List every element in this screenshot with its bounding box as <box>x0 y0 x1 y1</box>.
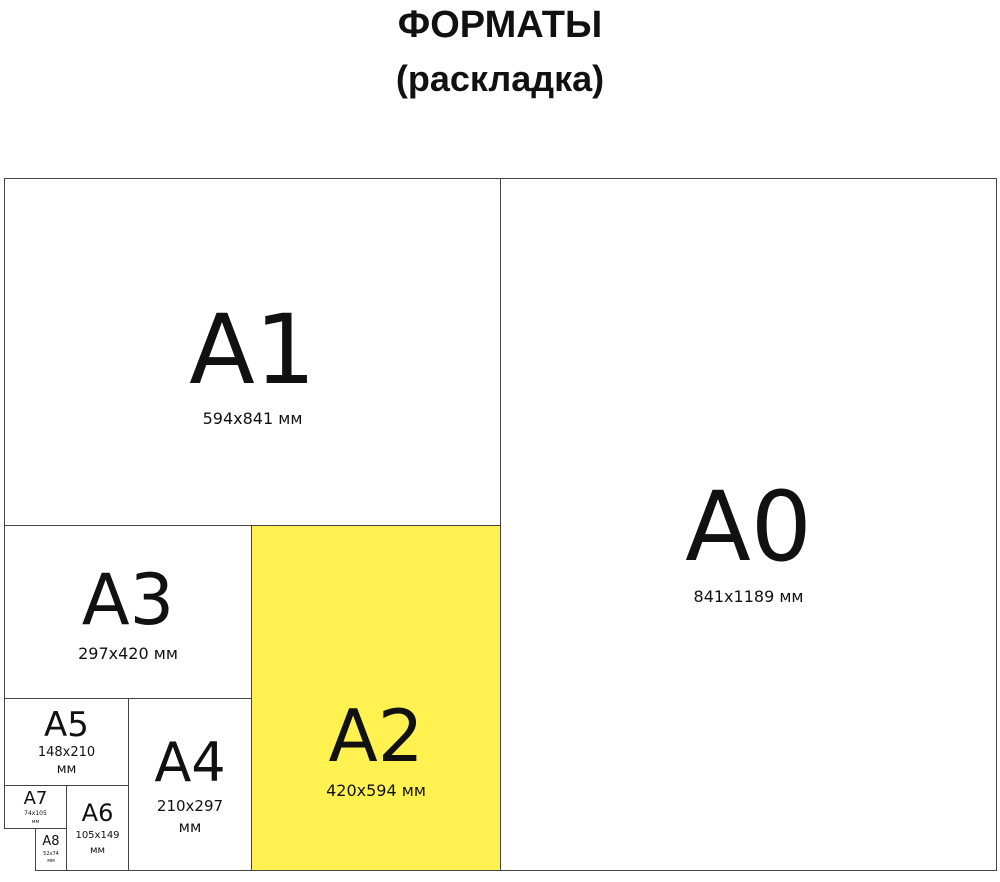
format-name: A5 <box>44 705 89 746</box>
format-a4: A4 210x297 мм <box>128 698 252 871</box>
format-name: A3 <box>81 559 175 642</box>
format-unit: мм <box>31 819 40 826</box>
format-a1: A1 594x841 мм <box>4 178 501 526</box>
format-name: A2 <box>328 694 424 779</box>
format-size: 210x297 <box>156 796 224 815</box>
format-a3: A3 297x420 мм <box>4 525 252 699</box>
format-name: A7 <box>23 788 48 810</box>
format-unit: мм <box>47 858 55 865</box>
format-size: 420x594 мм <box>326 781 426 801</box>
format-a0: A0 841x1189 мм <box>500 178 997 871</box>
format-name: A1 <box>189 293 316 406</box>
format-size: 841x1189 мм <box>693 586 804 606</box>
format-a5: A5 148x210 мм <box>4 698 129 786</box>
format-size: 297x420 мм <box>78 643 178 663</box>
format-size: 148x210 <box>37 745 96 761</box>
format-name: A8 <box>42 834 60 850</box>
format-name: A4 <box>154 731 226 795</box>
format-a7: A7 74x105 мм <box>4 785 67 829</box>
format-size: 105x149 <box>75 830 120 842</box>
format-unit: мм <box>56 762 77 778</box>
format-unit: мм <box>89 845 106 857</box>
format-a6: A6 105x149 мм <box>66 785 129 871</box>
format-unit: мм <box>178 818 202 837</box>
format-size: 594x841 мм <box>202 409 303 429</box>
format-name: A0 <box>685 471 812 584</box>
title: ФОРМАТЫ <box>397 4 603 46</box>
format-size: 52x74 <box>43 850 59 857</box>
format-name: A6 <box>81 798 114 827</box>
format-size: 74x105 <box>24 810 47 818</box>
subtitle: (раскладка) <box>395 58 605 99</box>
format-a8: A8 52x74 мм <box>35 828 67 871</box>
format-a2: A2 420x594 мм <box>251 525 501 871</box>
